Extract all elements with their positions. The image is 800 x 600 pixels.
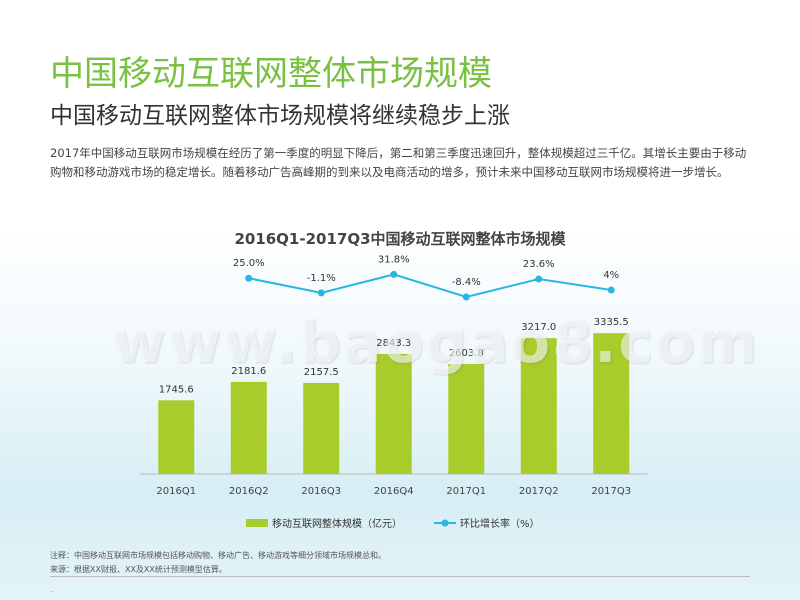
x-tick-label: 2016Q4	[374, 486, 414, 497]
growth-point-2016Q3	[317, 289, 325, 297]
bar-2017Q2	[520, 338, 557, 474]
bar-value-label: 2157.5	[304, 367, 339, 378]
growth-rate-label: 25.0%	[233, 258, 265, 269]
page-subtitle: 中国移动互联网整体市场规模将继续稳步上涨	[50, 103, 510, 129]
legend-swatch-bar	[246, 519, 268, 527]
bar-2017Q1	[448, 364, 485, 474]
bar-2016Q3	[303, 382, 340, 474]
growth-rate-label: 4%	[603, 270, 619, 281]
footer-mark: -	[50, 587, 53, 596]
growth-rate-line	[248, 273, 612, 299]
bar-value-label: 1745.6	[159, 384, 194, 395]
bar-value-label: 3217.0	[521, 322, 556, 333]
x-tick-label: 2017Q2	[519, 486, 559, 497]
bar-value-label: 3335.5	[594, 317, 629, 328]
source-note: 来源：根据XX财报、XX及XX统计预测模型估算。	[50, 565, 227, 574]
growth-point-2017Q3	[607, 286, 615, 294]
bar-2016Q2	[230, 381, 267, 474]
footnote: 注释：中国移动互联网市场规模包括移动购物、移动广告、移动游戏等细分领域市场规模总…	[50, 551, 386, 560]
footer-divider	[50, 576, 750, 577]
growth-point-2016Q4	[390, 270, 398, 278]
growth-rate-label: -8.4%	[452, 277, 481, 288]
bar-2016Q1	[158, 400, 195, 474]
growth-point-2017Q1	[462, 293, 470, 301]
growth-rate-label: -1.1%	[307, 273, 336, 284]
legend-label-bar: 移动互联网整体规模（亿元）	[272, 517, 402, 530]
legend-label-line: 环比增长率（%）	[460, 517, 540, 530]
x-tick-label: 2016Q3	[301, 486, 341, 497]
x-tick-label: 2016Q1	[156, 486, 196, 497]
chart-title: 2016Q1-2017Q3中国移动互联网整体市场规模	[234, 230, 566, 248]
bar-2016Q4	[375, 353, 412, 474]
bar-value-label: 2181.6	[231, 366, 266, 377]
legend-marker-line	[441, 519, 449, 527]
x-tick-label: 2016Q2	[229, 486, 269, 497]
bar-value-label: 2843.3	[376, 338, 411, 349]
growth-point-2016Q2	[245, 274, 253, 282]
growth-rate-label: 23.6%	[523, 259, 555, 270]
bar-2017Q3	[593, 333, 630, 474]
growth-point-2017Q2	[535, 275, 543, 283]
page-title: 中国移动互联网整体市场规模	[50, 54, 492, 94]
bar-value-label: 2603.8	[449, 348, 484, 359]
description-paragraph: 2017年中国移动互联网市场规模在经历了第一季度的明显下降后，第二和第三季度迅速…	[50, 146, 747, 179]
x-tick-label: 2017Q1	[446, 486, 486, 497]
x-tick-label: 2017Q3	[591, 486, 631, 497]
growth-rate-label: 31.8%	[378, 254, 410, 265]
